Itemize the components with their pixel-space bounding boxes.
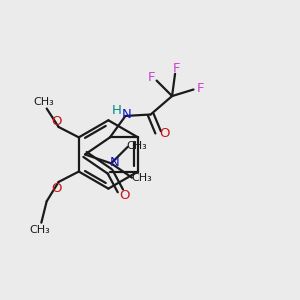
- Text: O: O: [51, 182, 62, 195]
- Text: O: O: [120, 189, 130, 202]
- Text: CH₃: CH₃: [127, 140, 147, 151]
- Text: F: F: [148, 71, 155, 84]
- Text: F: F: [196, 82, 204, 94]
- Text: N: N: [122, 108, 132, 121]
- Text: CH₃: CH₃: [131, 173, 152, 183]
- Text: F: F: [173, 62, 180, 75]
- Text: H: H: [112, 104, 122, 117]
- Text: O: O: [159, 127, 170, 140]
- Text: O: O: [51, 115, 62, 128]
- Text: CH₃: CH₃: [33, 97, 54, 107]
- Text: N: N: [110, 156, 120, 169]
- Text: CH₃: CH₃: [29, 225, 50, 235]
